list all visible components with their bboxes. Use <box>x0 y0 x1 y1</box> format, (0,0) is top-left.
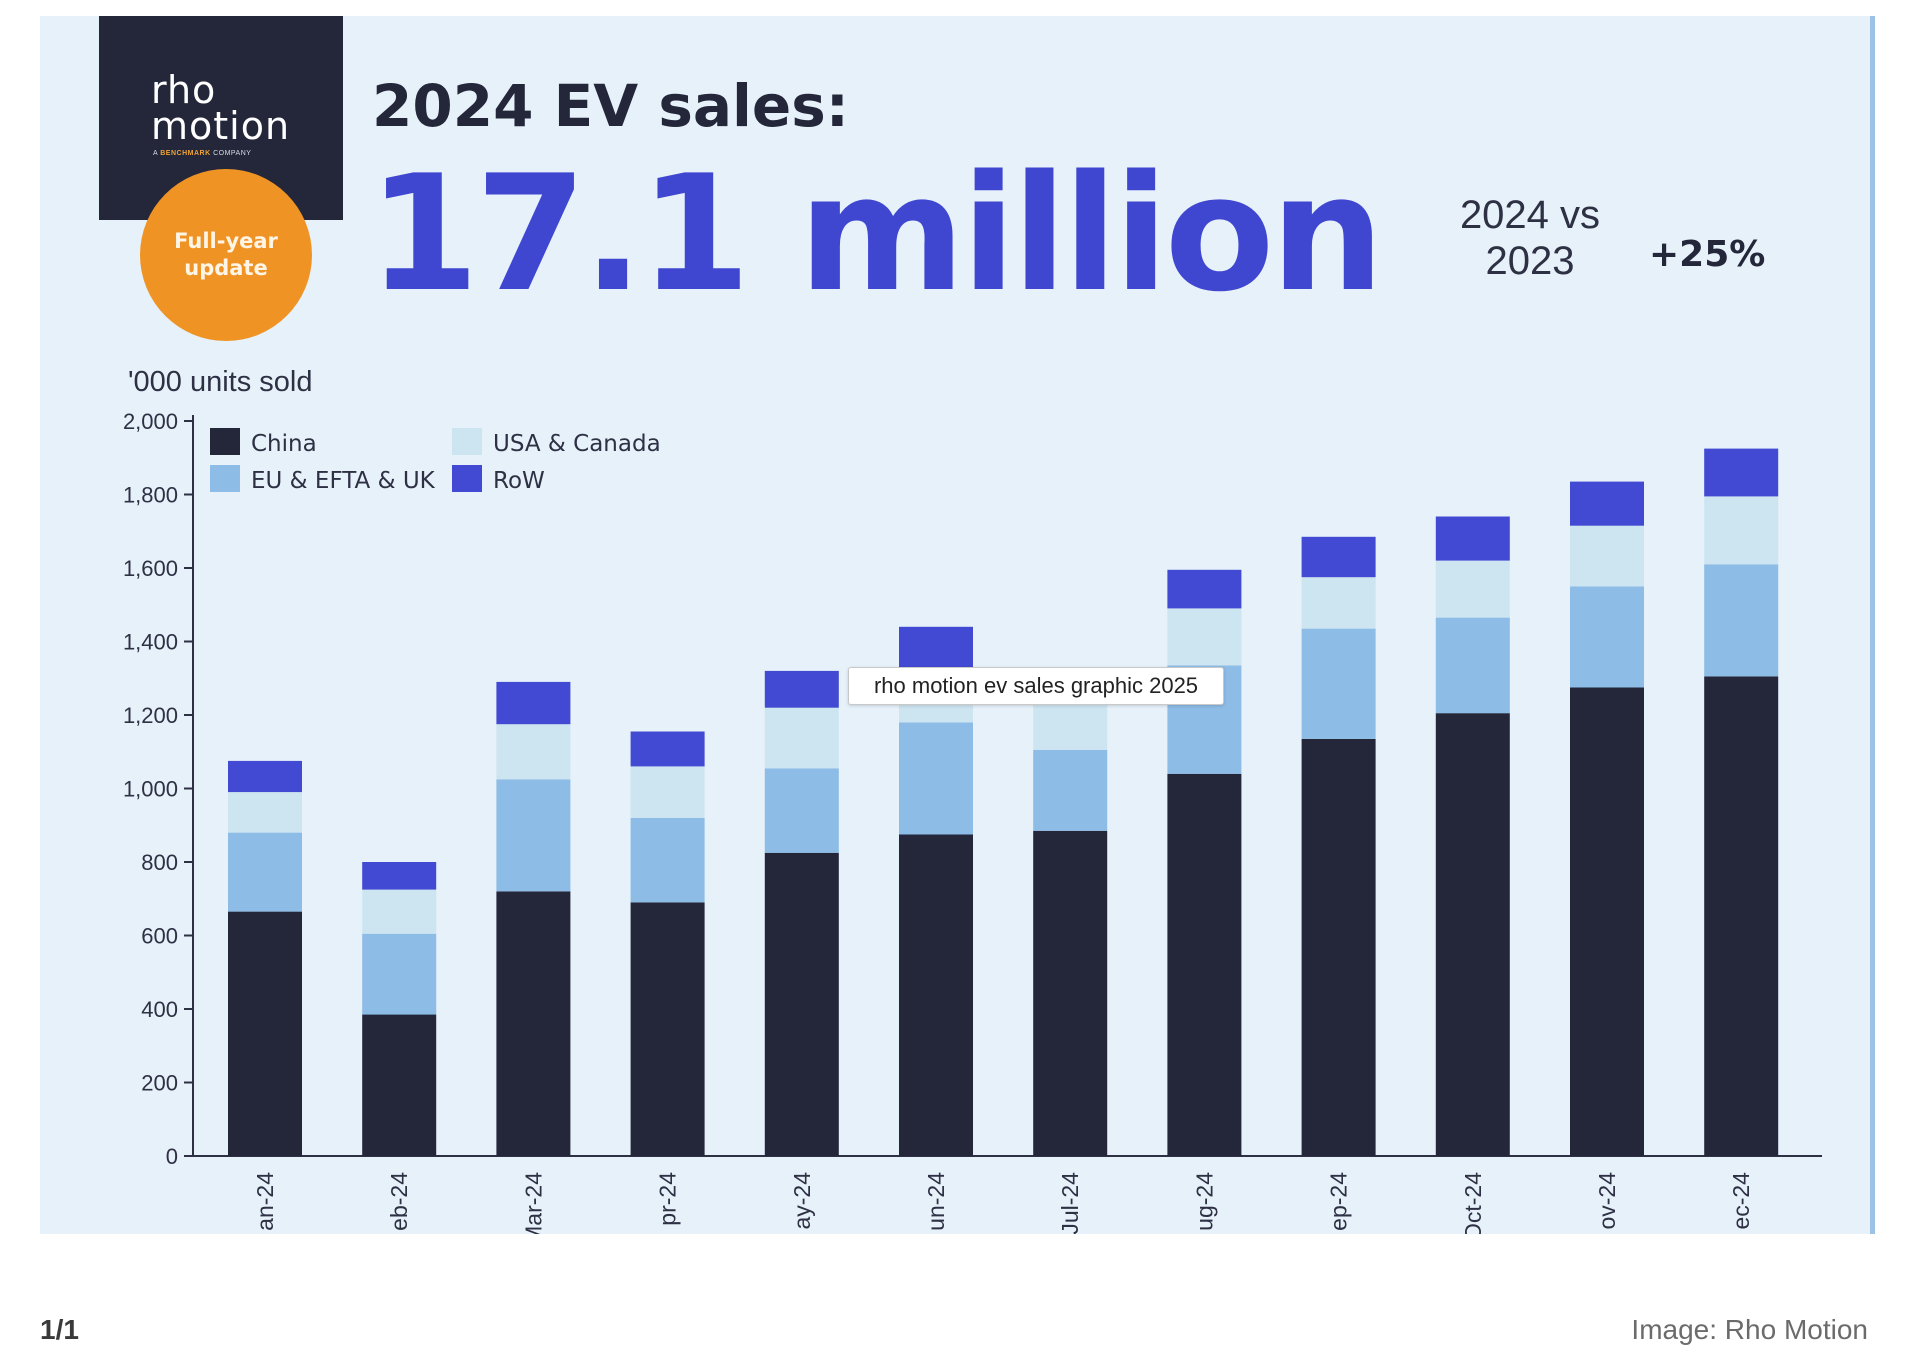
bar-china-8 <box>1301 738 1376 1156</box>
bar-usa-canada-2 <box>496 724 571 780</box>
x-tick-label: pr-24 <box>655 1172 681 1226</box>
total-sales-figure: 17.1 million <box>368 140 1384 327</box>
y-tick-label: 2,000 <box>123 409 178 434</box>
bar-row-10 <box>1570 481 1644 526</box>
bar-eu-efta-uk-8 <box>1301 628 1376 739</box>
logo-text: rho motion <box>151 68 291 148</box>
y-tick-label: 1,200 <box>123 703 178 728</box>
legend-label: China <box>251 431 317 457</box>
bar-row-1 <box>362 862 437 890</box>
image-counter: 1/1 <box>40 1314 79 1345</box>
x-tick-label: Jul-24 <box>1057 1172 1083 1234</box>
x-tick-label: ec-24 <box>1728 1172 1754 1230</box>
x-tick-label: ov-24 <box>1594 1172 1620 1230</box>
bar-usa-canada-11 <box>1704 496 1779 565</box>
bar-china-4 <box>764 852 839 1156</box>
bar-row-2 <box>496 681 571 725</box>
logo-tagline: A BENCHMARK COMPANY <box>153 150 251 157</box>
bar-eu-efta-uk-0 <box>228 832 302 912</box>
bar-china-1 <box>362 1014 437 1156</box>
bar-row-11 <box>1704 448 1779 497</box>
bar-eu-efta-uk-9 <box>1435 617 1510 714</box>
image-tooltip: rho motion ev sales graphic 2025 <box>848 667 1224 705</box>
bar-china-0 <box>228 911 302 1156</box>
stacked-bar-chart: 0 200 400 600 800 1,000 1,200 1,400 1,600 1,800 2,… <box>123 409 1822 1234</box>
bar-eu-efta-uk-6 <box>1033 749 1108 831</box>
bar-usa-canada-4 <box>764 707 839 769</box>
image-credit: Image: Rho Motion <box>1631 1314 1868 1345</box>
logo-line-1: rho <box>151 68 217 112</box>
bar-eu-efta-uk-11 <box>1704 564 1779 677</box>
y-tick-label: 200 <box>141 1071 178 1096</box>
bar-row-4 <box>764 670 839 708</box>
bar-china-3 <box>630 902 705 1156</box>
logo-tagline-suffix: COMPANY <box>210 150 252 157</box>
x-tick-label: Mar-24 <box>520 1172 546 1234</box>
bar-row-0 <box>228 760 302 793</box>
comparison-label: 2024 vs 2023 <box>1410 192 1650 284</box>
bar-china-9 <box>1435 713 1510 1156</box>
bar-china-2 <box>496 891 571 1156</box>
bar-eu-efta-uk-1 <box>362 933 437 1015</box>
x-tick-label: ep-24 <box>1326 1172 1352 1231</box>
y-tick-label: 1,000 <box>123 777 178 802</box>
legend-label: RoW <box>493 468 545 494</box>
bar-row-3 <box>630 731 705 767</box>
y-tick-label: 400 <box>141 997 178 1022</box>
x-tick-label: ug-24 <box>1191 1172 1217 1231</box>
logo-tagline-brand: BENCHMARK <box>160 150 211 157</box>
bar-eu-efta-uk-2 <box>496 779 571 892</box>
bar-china-7 <box>1167 773 1242 1156</box>
bar-china-11 <box>1704 676 1779 1156</box>
legend-swatch <box>210 428 240 455</box>
bar-china-5 <box>899 834 973 1156</box>
bar-usa-canada-0 <box>228 792 302 833</box>
y-tick-label: 1,800 <box>123 483 178 508</box>
chart-panel: rho motion A BENCHMARK COMPANY Full-year… <box>40 16 1875 1234</box>
bar-eu-efta-uk-10 <box>1570 586 1644 688</box>
bar-usa-canada-3 <box>630 766 705 818</box>
legend-swatch <box>452 465 482 492</box>
bar-usa-canada-7 <box>1167 608 1242 666</box>
legend-swatch <box>210 465 240 492</box>
y-axis-label: '000 units sold <box>128 366 313 398</box>
y-tick-label: 800 <box>141 850 178 875</box>
badge-line-2: update <box>184 256 268 280</box>
y-tick-label: 1,600 <box>123 556 178 581</box>
y-tick-label: 0 <box>166 1144 178 1169</box>
y-tick-label: 600 <box>141 924 178 949</box>
x-tick-label: un-24 <box>923 1172 949 1231</box>
y-tick-label: 1,400 <box>123 630 178 655</box>
full-year-update-badge: Full-year update <box>140 169 312 341</box>
logo-line-2: motion <box>151 104 291 148</box>
legend-label: USA & Canada <box>493 431 661 457</box>
bar-usa-canada-1 <box>362 889 437 934</box>
bar-china-10 <box>1570 687 1644 1156</box>
badge-line-1: Full-year <box>174 229 278 253</box>
x-tick-label: Oct-24 <box>1460 1172 1486 1234</box>
legend-swatch <box>452 428 482 455</box>
comparison-line-1: 2024 vs <box>1459 193 1601 237</box>
bar-usa-canada-8 <box>1301 577 1376 629</box>
bar-usa-canada-10 <box>1570 525 1644 587</box>
bar-usa-canada-6 <box>1033 700 1108 750</box>
bar-eu-efta-uk-4 <box>764 768 839 853</box>
growth-percentage: +25% <box>1649 234 1766 275</box>
x-tick-label: eb-24 <box>386 1172 412 1231</box>
bar-row-9 <box>1435 516 1510 561</box>
logo-tagline-prefix: A <box>153 150 161 157</box>
bar-row-8 <box>1301 536 1376 578</box>
comparison-line-2: 2023 <box>1485 239 1575 283</box>
bar-usa-canada-9 <box>1435 560 1510 618</box>
bar-eu-efta-uk-3 <box>630 817 705 903</box>
bar-china-6 <box>1033 830 1108 1156</box>
x-tick-label: an-24 <box>252 1172 278 1231</box>
bar-row-7 <box>1167 569 1242 609</box>
chart-headline: 2024 EV sales: <box>372 72 849 140</box>
legend-label: EU & EFTA & UK <box>251 468 436 494</box>
x-tick-label: ay-24 <box>789 1172 815 1230</box>
bar-eu-efta-uk-5 <box>899 722 973 835</box>
